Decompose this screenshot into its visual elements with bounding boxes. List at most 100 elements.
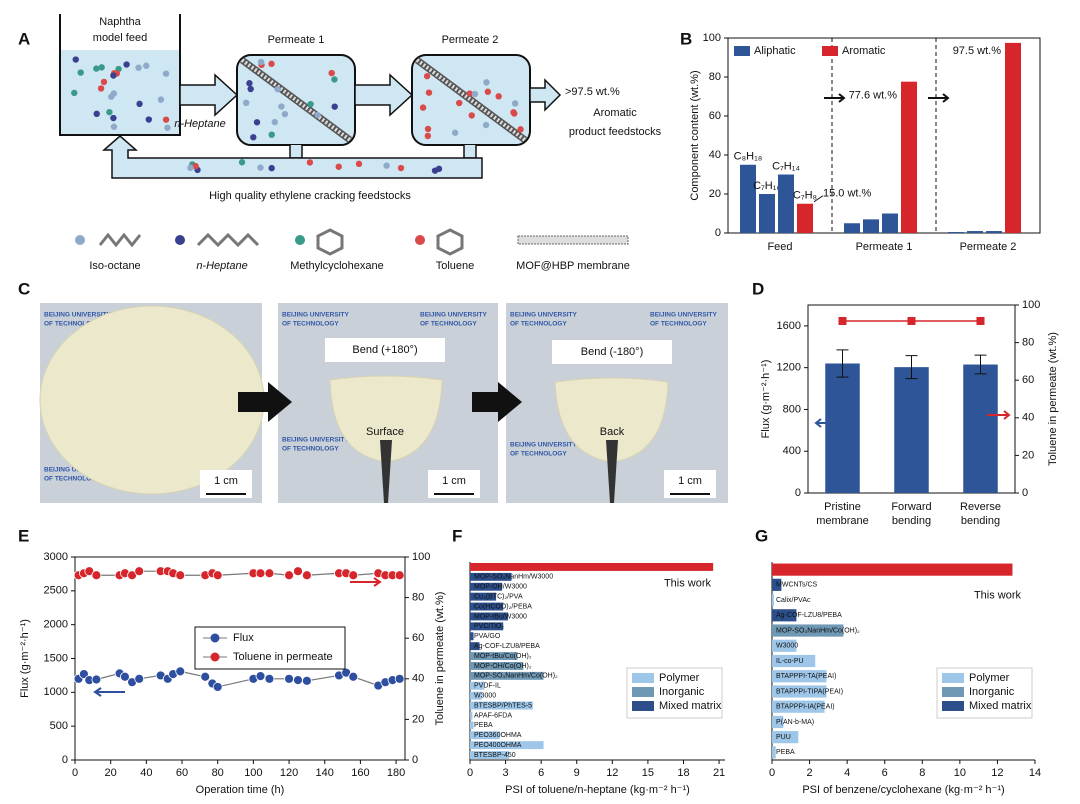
molecule-icon <box>316 228 344 256</box>
bar <box>797 203 813 233</box>
y-tick-label: 40 <box>709 149 721 161</box>
x-tick-label: bending <box>961 515 1000 527</box>
arrow <box>238 382 292 422</box>
arrow <box>529 78 562 112</box>
y-tick-label: 0 <box>715 227 721 239</box>
legend-ball <box>295 235 305 245</box>
bar-label: PEO360OHMA <box>474 732 522 739</box>
particle <box>93 110 100 118</box>
legend-ball <box>175 235 185 245</box>
bar <box>772 731 799 744</box>
photo-title: Bend (-180°) <box>581 346 644 358</box>
y2-tick-label: 20 <box>1022 449 1034 461</box>
x-tick-label: 21 <box>713 767 725 779</box>
bar <box>470 562 714 571</box>
particle <box>253 119 261 126</box>
x-tick-label: 9 <box>574 767 580 779</box>
scale-label: 1 cm <box>678 475 702 487</box>
arrow <box>987 410 1011 420</box>
bar <box>772 593 774 607</box>
point <box>394 570 405 581</box>
x-tick-label: Reverse <box>960 501 1001 513</box>
particle <box>71 89 78 97</box>
particle <box>108 93 115 100</box>
particle <box>335 163 342 170</box>
bar-label: W3000 <box>776 643 798 650</box>
bar <box>1005 42 1021 233</box>
bar <box>772 700 825 713</box>
legend-swatch <box>632 701 654 711</box>
arrow <box>814 418 838 428</box>
x-tick-label: bending <box>892 515 931 527</box>
y2-tick-label: 100 <box>1022 299 1040 311</box>
photo-title: Bend (+180°) <box>352 344 417 356</box>
y2-tick-label: 80 <box>1022 337 1034 349</box>
y-tick-label: 100 <box>703 32 721 44</box>
particle <box>110 114 117 122</box>
point <box>348 671 359 682</box>
y-tick-label: 1500 <box>44 652 68 664</box>
y2-tick-label: 0 <box>1022 487 1028 499</box>
particle <box>106 108 113 116</box>
point <box>91 570 102 581</box>
bar-label: MOP-SO₃NanHm/Co(OH)₂ <box>776 627 860 634</box>
bar <box>882 213 898 233</box>
bar-label: P(AN-b-MA) <box>776 719 814 726</box>
y2-axis-label: Toluene in permeate (wt.%) <box>434 592 446 726</box>
legend-marker <box>210 633 220 643</box>
bar-label: Ag-COF-LZU8/PEBA <box>474 643 540 650</box>
particle <box>466 90 473 97</box>
bar <box>470 661 524 670</box>
bar-label: C₇H₈ <box>793 190 817 202</box>
x-axis-label: PSI of toluene/n-heptane (kg·m⁻² h⁻¹) <box>505 784 690 796</box>
molecule-icon <box>98 232 142 248</box>
particle <box>135 64 142 71</box>
y2-tick-label: 40 <box>1022 412 1034 424</box>
y-tick-label: 400 <box>783 445 801 457</box>
recycle-stub <box>289 145 477 159</box>
arrow <box>179 73 239 117</box>
point <box>120 671 130 682</box>
value-label: 97.5 wt.% <box>953 45 1002 57</box>
legend-swatch <box>942 673 964 683</box>
particle <box>328 69 335 77</box>
panel-label: E <box>18 526 29 545</box>
bar <box>759 194 775 233</box>
bar <box>825 363 860 493</box>
arrow <box>472 382 522 422</box>
point <box>134 566 145 577</box>
bar-label: PVC/TiO₂ <box>474 623 504 630</box>
particle <box>187 164 194 172</box>
particle <box>425 89 433 96</box>
bar <box>470 612 508 621</box>
bar <box>470 731 500 740</box>
bar-label: C₇H₁₆ <box>753 180 781 192</box>
bar <box>470 652 518 661</box>
bar-label: BTESBP/PhTES-5 <box>474 702 532 709</box>
bar-label: C₇H₁₄ <box>772 160 800 172</box>
pointer <box>813 195 824 203</box>
particle <box>162 116 170 123</box>
particle <box>157 96 165 103</box>
error-bar <box>905 355 918 380</box>
particle <box>281 110 289 118</box>
y-tick-label: 1200 <box>777 362 801 374</box>
y-axis-label: Component content (wt.%) <box>689 70 701 200</box>
legend-ball <box>415 235 425 245</box>
x-tick-label: 6 <box>882 767 888 779</box>
feed-tank <box>59 14 181 136</box>
particle <box>98 64 105 71</box>
legend-swatch <box>822 46 838 56</box>
particle <box>192 162 199 170</box>
bar <box>772 654 816 668</box>
panel-label: C <box>18 279 30 298</box>
bar-label: PUU <box>776 734 791 741</box>
x-tick-label: Permeate 1 <box>856 241 913 253</box>
y-tick-label: 2000 <box>44 619 68 631</box>
watermark: BEIJING UNIVERSITY <box>650 312 717 319</box>
particle <box>456 99 463 107</box>
point <box>284 570 294 581</box>
bar-label: W3000 <box>474 692 496 699</box>
bar <box>772 563 1013 576</box>
